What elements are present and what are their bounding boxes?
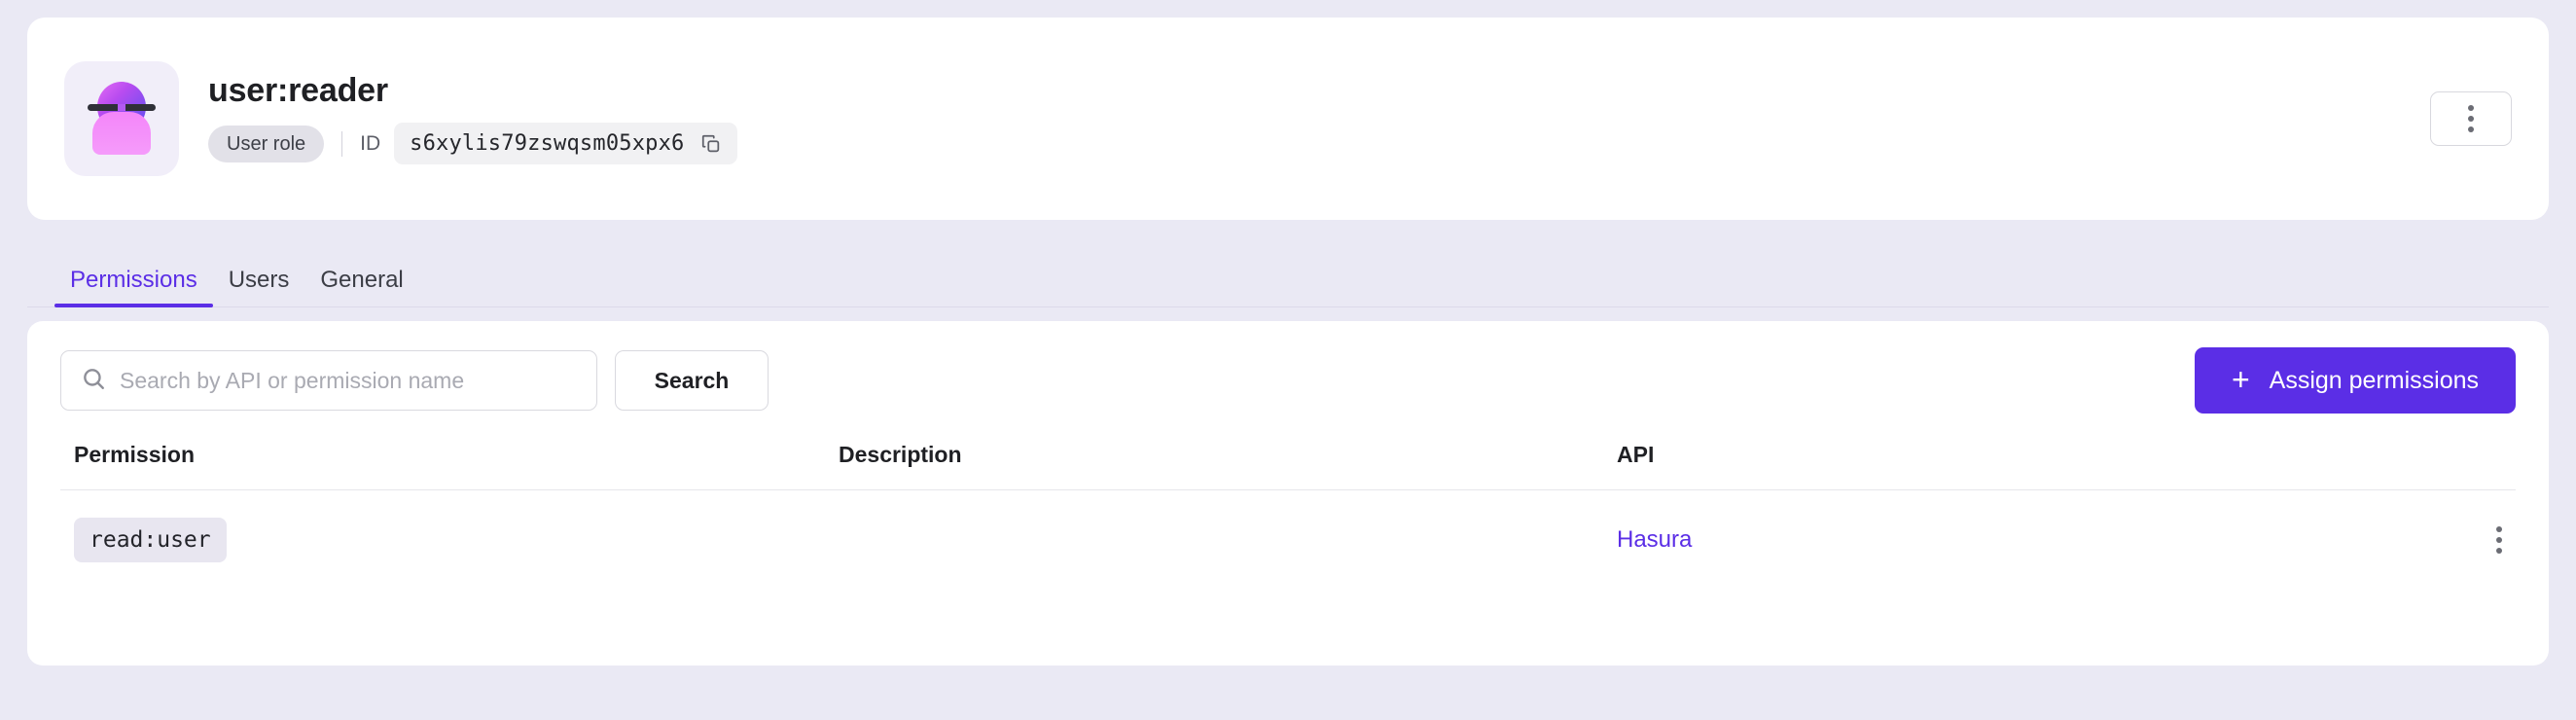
tab-users[interactable]: Users [228,267,290,293]
status-badge: User role [208,125,325,162]
role-id-value: s6xylis79zswqsm05xpx6 [410,131,685,157]
cell-api: Hasura [1617,490,2298,563]
tab-bar: Permissions Users General [27,220,2549,307]
column-header-permission: Permission [60,442,839,490]
table-body: read:user Hasura [60,490,2516,563]
table-header-row: Permission Description API [60,442,2516,490]
role-identity: user:reader User role ID s6xylis79zswqsm… [64,61,737,176]
search-box[interactable] [60,350,597,411]
tab-general[interactable]: General [320,267,404,293]
avatar-visor-gap [118,104,125,111]
page-title: user:reader [208,71,388,109]
permission-pill: read:user [74,518,227,562]
role-identity-text: user:reader User role ID s6xylis79zswqsm… [208,71,737,165]
permissions-panel: Search + Assign permissions Permission D… [27,321,2549,666]
assign-permissions-label: Assign permissions [2269,366,2479,394]
user-avatar-illustration [64,61,179,176]
search-input[interactable] [120,367,577,394]
role-header-card: user:reader User role ID s6xylis79zswqsm… [27,18,2549,220]
role-id-pill[interactable]: s6xylis79zswqsm05xpx6 [394,123,737,165]
cell-actions [2298,490,2516,563]
row-options-button[interactable] [2483,519,2516,561]
column-header-api: API [1617,442,2298,490]
search-button[interactable]: Search [615,350,769,411]
meta-divider [341,130,343,157]
plus-icon: + [2231,361,2250,397]
kebab-menu-icon [2496,526,2502,554]
table-row: read:user Hasura [60,490,2516,563]
kebab-menu-icon [2468,105,2474,132]
cell-permission: read:user [60,490,839,562]
search-icon [81,366,106,396]
permissions-table: Permission Description API read:user Has… [60,442,2516,562]
api-link[interactable]: Hasura [1617,526,1693,553]
role-options-button[interactable] [2430,91,2512,146]
cell-description [839,490,1617,563]
assign-permissions-button[interactable]: + Assign permissions [2194,347,2516,414]
table-header: Permission Description API [60,442,2516,490]
role-meta-row: User role ID s6xylis79zswqsm05xpx6 [208,123,737,165]
copy-icon[interactable] [700,133,722,155]
column-header-actions [2298,442,2516,490]
tab-permissions[interactable]: Permissions [54,269,213,307]
id-label: ID [360,131,381,155]
permissions-toolbar: Search + Assign permissions [60,346,2516,414]
avatar-body-icon [92,112,151,155]
column-header-description: Description [839,442,1617,490]
